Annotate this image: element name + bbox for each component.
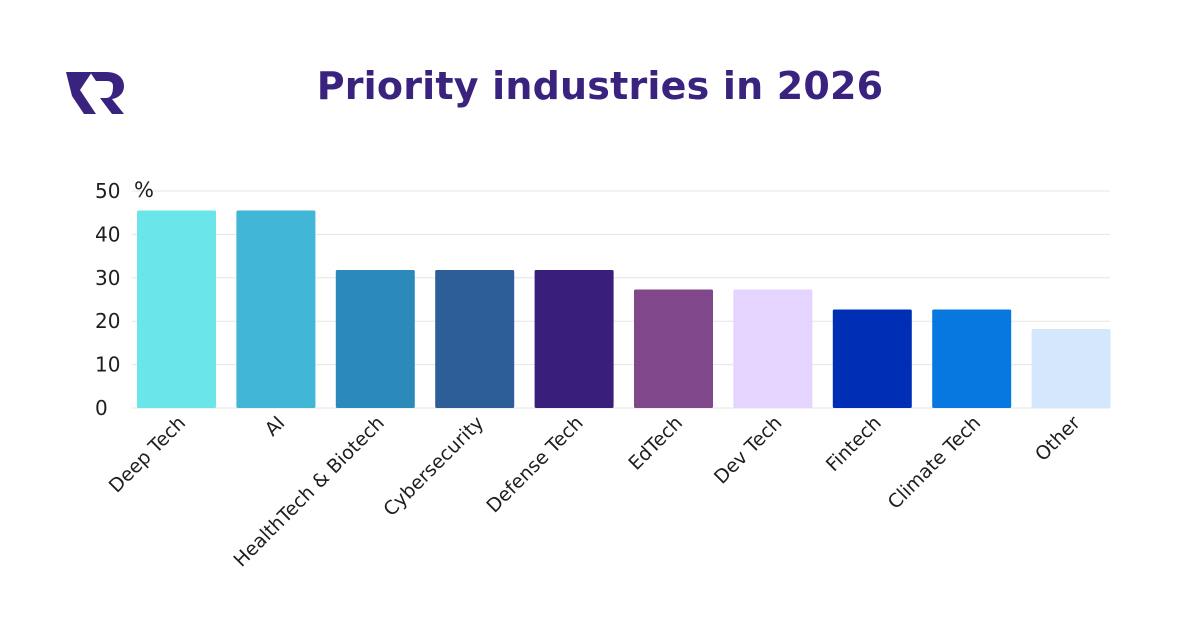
bar-ai [236,210,316,408]
x-tick-label: Cybersecurity [379,412,488,521]
y-unit-label: % [134,178,154,202]
y-tick-label: 20 [95,309,120,333]
bar-edtech [634,289,713,408]
bar-deep-tech [137,210,216,408]
x-tick-label: Dev Tech [710,412,786,488]
y-tick-label: 40 [95,222,120,246]
y-tick-label: 10 [95,353,120,377]
x-tick-label: Other [1031,412,1085,466]
y-tick-label: 0 [95,396,108,420]
bar-cybersecurity [435,269,515,408]
bar-healthtech-biotech [335,269,415,408]
x-tick-label: Defense Tech [482,412,587,517]
x-tick-label: Climate Tech [884,412,986,514]
bar-dev-tech [733,289,813,408]
y-tick-label: 50 [95,179,120,203]
bar-climate-tech [932,309,1012,408]
logo-icon [62,68,128,123]
x-tick-label: Deep Tech [105,412,190,497]
x-tick-label: EdTech [624,412,687,475]
x-tick-label: Fintech [822,412,886,476]
bar-fintech [832,309,912,408]
bar-defense-tech [534,269,614,408]
x-tick-label: AI [261,412,290,441]
chart-title: Priority industries in 2026 [316,64,884,108]
x-tick-label: HealthTech & Biotech [229,412,388,571]
y-tick-label: 30 [95,266,120,290]
bar-other [1031,329,1111,408]
